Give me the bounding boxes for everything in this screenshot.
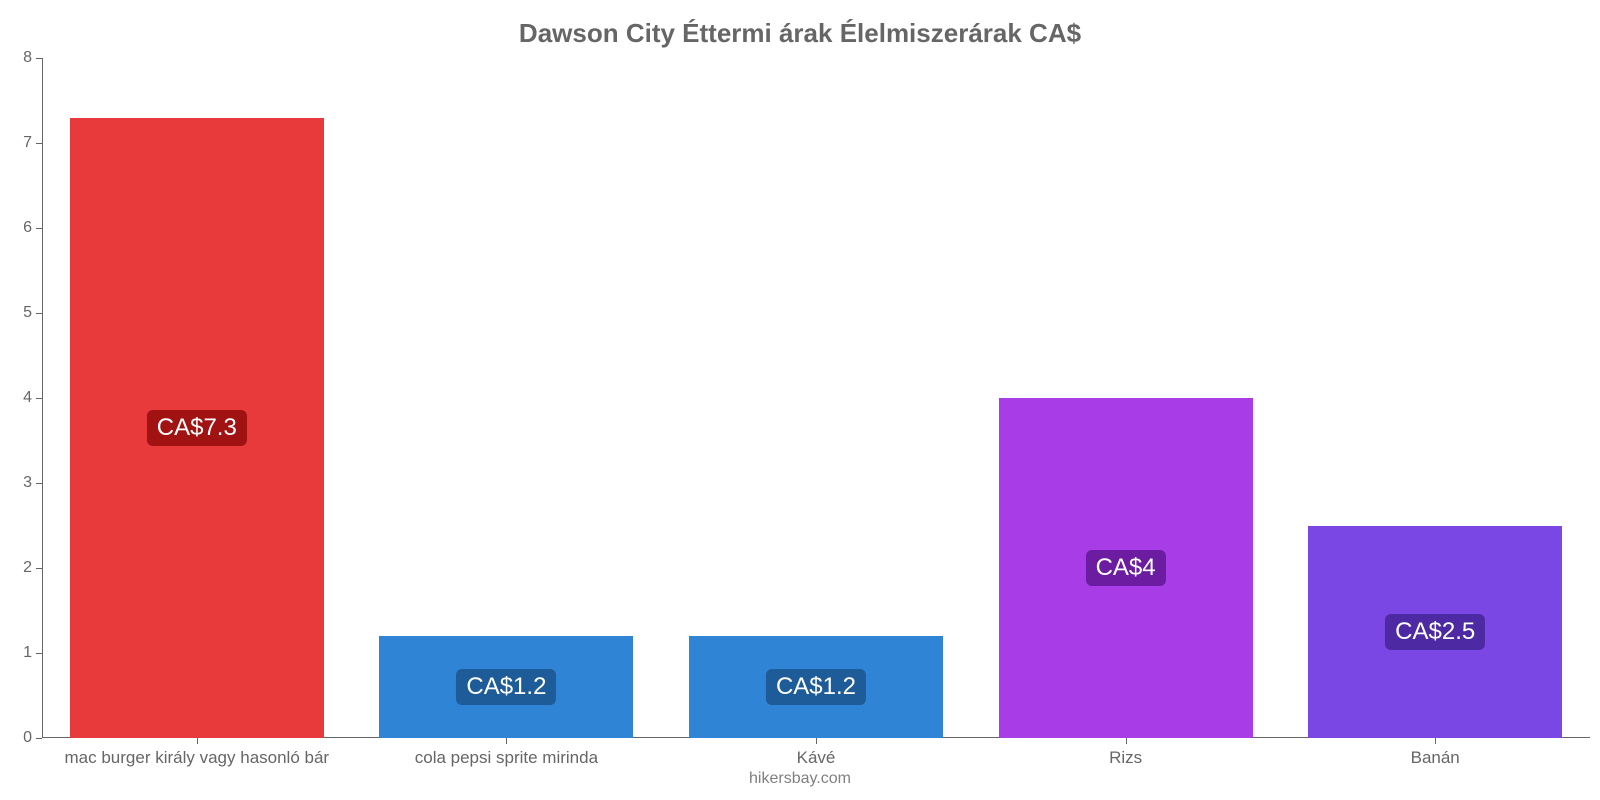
y-tick [36, 483, 42, 484]
bar-value-text: CA$1.2 [466, 673, 546, 700]
y-tick [36, 738, 42, 739]
plot-area: CA$7.3 CA$1.2 CA$1.2 CA$4 CA$2.5 [42, 58, 1590, 738]
y-axis [42, 58, 43, 738]
y-tick-label: 8 [0, 49, 32, 67]
price-chart: Dawson City Éttermi árak Élelmiszerárak … [0, 0, 1600, 800]
x-category-label: cola pepsi sprite mirinda [415, 748, 598, 768]
y-tick [36, 568, 42, 569]
y-tick-label: 7 [0, 134, 32, 152]
chart-title: Dawson City Éttermi árak Élelmiszerárak … [0, 18, 1600, 49]
bar-value-text: CA$1.2 [776, 673, 856, 700]
y-tick-label: 6 [0, 219, 32, 237]
bar-value-label: CA$7.3 [147, 410, 247, 446]
y-tick-label: 4 [0, 389, 32, 407]
y-tick-label: 2 [0, 559, 32, 577]
y-tick-label: 0 [0, 729, 32, 747]
y-tick-label: 3 [0, 474, 32, 492]
x-tick [197, 738, 198, 744]
x-tick [816, 738, 817, 744]
x-tick [1126, 738, 1127, 744]
y-tick [36, 58, 42, 59]
x-category-label: Banán [1411, 748, 1460, 768]
y-tick [36, 653, 42, 654]
y-tick-label: 5 [0, 304, 32, 322]
bar-value-label: CA$2.5 [1385, 614, 1485, 650]
x-category-label: Kávé [797, 748, 836, 768]
x-tick [1435, 738, 1436, 744]
y-tick [36, 228, 42, 229]
y-tick [36, 143, 42, 144]
x-category-label: mac burger király vagy hasonló bár [65, 748, 330, 768]
y-tick-label: 1 [0, 644, 32, 662]
x-category-label: Rizs [1109, 748, 1142, 768]
bar-value-text: CA$7.3 [157, 414, 237, 441]
y-tick [36, 398, 42, 399]
y-tick [36, 313, 42, 314]
chart-footer: hikersbay.com [0, 770, 1600, 788]
bar-value-label: CA$4 [1086, 550, 1166, 586]
bar-value-label: CA$1.2 [456, 669, 556, 705]
bar-value-label: CA$1.2 [766, 669, 866, 705]
x-tick [506, 738, 507, 744]
bar-value-text: CA$4 [1096, 554, 1156, 581]
bar-value-text: CA$2.5 [1395, 618, 1475, 645]
